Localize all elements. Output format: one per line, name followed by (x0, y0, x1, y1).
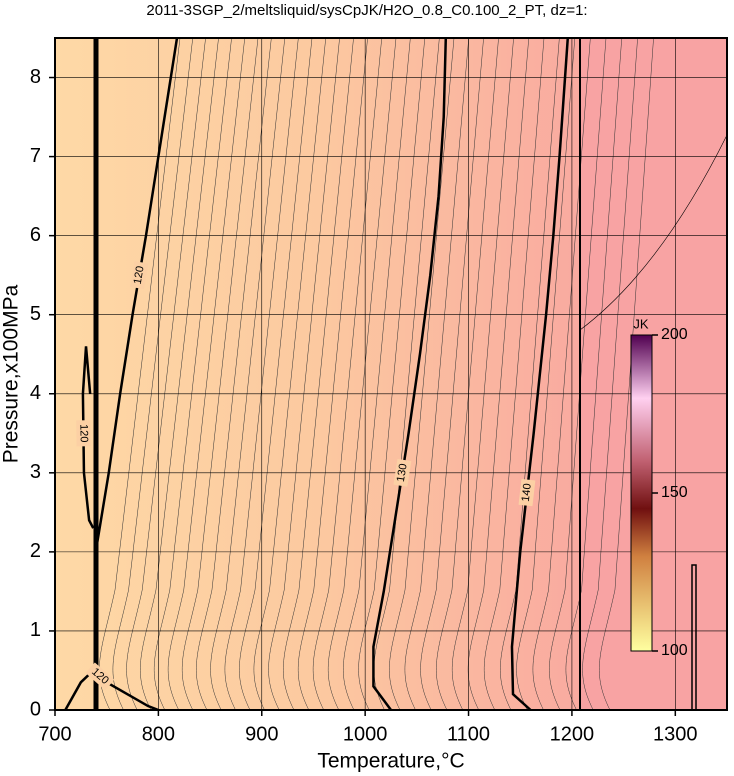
y-tick-label: 6 (30, 224, 41, 246)
plot-frame (54, 37, 728, 711)
colorbar-label: JK (633, 316, 649, 331)
thin-contour (516, 37, 576, 711)
thin-contour (224, 37, 299, 711)
thin-contour (268, 37, 340, 711)
thin-contour (140, 37, 219, 711)
y-tick-label: 4 (30, 382, 41, 404)
thin-contour (582, 37, 638, 711)
contour-label-bg (518, 478, 536, 507)
thin-contour (599, 37, 654, 711)
thin-contour (239, 37, 313, 711)
x-tick-label: 1000 (343, 723, 388, 745)
thin-contour (283, 37, 354, 711)
y-tick-label: 2 (30, 540, 41, 562)
thin-contour (153, 37, 232, 711)
x-tick-label: 700 (38, 723, 71, 745)
field-low (55, 38, 580, 710)
thin-contour (451, 37, 514, 711)
small-contour (691, 564, 697, 710)
thin-contour (532, 37, 591, 711)
thin-contour (312, 37, 382, 711)
contour-label: 130 (395, 463, 410, 483)
field-high (580, 38, 727, 710)
thin-contour (579, 134, 728, 331)
x-tick-label: 1200 (550, 723, 595, 745)
colorbar-tick-label: 200 (661, 326, 688, 343)
contour-label-bg (85, 662, 115, 691)
colorbar-tick-label: 150 (661, 484, 688, 501)
contour-label: 120 (132, 265, 147, 285)
thin-contour (181, 37, 259, 711)
thin-contour (373, 37, 440, 711)
contour-label-bg (76, 420, 91, 447)
colorbar (630, 334, 653, 652)
thin-contour (483, 37, 545, 711)
contour-line (372, 37, 448, 711)
thin-contour (404, 37, 469, 711)
thin-contour (420, 37, 484, 711)
x-axis-label: Temperature,°C (317, 750, 464, 773)
thin-contour (389, 37, 455, 711)
y-tick-label: 3 (30, 461, 41, 483)
contour-label-bg (130, 261, 149, 290)
thin-contour (467, 37, 529, 711)
contour-label: 120 (77, 424, 89, 443)
x-tick-label: 1100 (447, 723, 490, 745)
thin-contour (327, 37, 397, 711)
thin-contour (210, 37, 286, 711)
y-tick-label: 8 (30, 66, 41, 88)
contour-label: 140 (520, 483, 534, 503)
y-tick-label: 5 (30, 303, 41, 325)
thin-contour (436, 37, 499, 711)
colorbar-tick-label: 100 (661, 642, 688, 659)
thin-contour (167, 37, 245, 711)
y-axis-label: Pressure,x100MPa (0, 284, 23, 463)
x-tick-label: 1300 (653, 723, 698, 745)
x-tick-label: 800 (142, 723, 175, 745)
thin-contour (297, 37, 368, 711)
thin-contour (196, 37, 272, 711)
y-tick-label: 7 (30, 145, 41, 167)
thin-contour (549, 37, 607, 711)
y-tick-label: 0 (30, 698, 41, 720)
y-tick-label: 1 (30, 619, 41, 641)
thin-contour (99, 37, 181, 711)
thin-contour (112, 37, 193, 711)
x-tick-label: 900 (245, 723, 278, 745)
contour-label-bg (393, 458, 412, 487)
thin-contour (253, 37, 326, 711)
thin-contour (343, 37, 411, 711)
thin-contour (500, 37, 560, 711)
contour-line (510, 37, 570, 711)
chart-title: 2011-3SGP_2/meltsliquid/sysCpJK/H2O_0.8_… (146, 2, 587, 19)
thin-contour (358, 37, 426, 711)
